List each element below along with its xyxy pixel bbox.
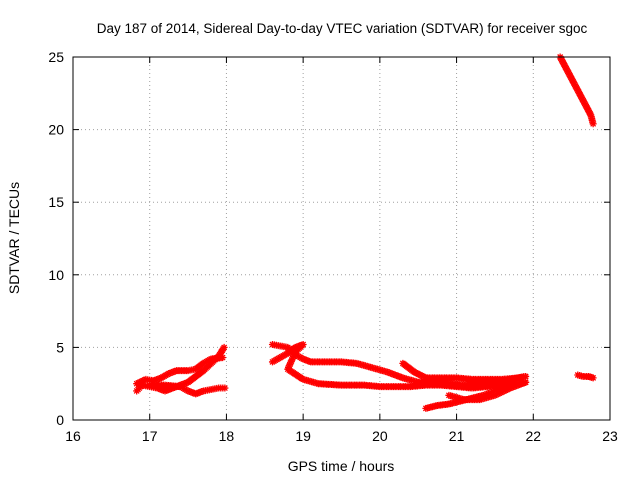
series-track [146,381,229,398]
y-tick-label: 5 [56,339,64,355]
y-axis-label: SDTVAR / TECUs [6,182,22,294]
grid [73,57,610,420]
series-track [268,340,530,392]
data-point [219,354,227,362]
y-tick-label: 15 [48,194,64,210]
plot-frame [72,56,611,421]
y-tick-label: 0 [56,412,64,428]
x-tick-label: 17 [142,428,158,444]
y-tick-label: 25 [48,49,64,65]
data-point [220,343,228,351]
x-tick-label: 23 [602,428,618,444]
y-tick-label: 20 [48,122,64,138]
data-point [589,374,597,382]
series-track [556,53,597,128]
series-track [399,359,530,383]
x-tick-label: 21 [449,428,465,444]
data-point [221,384,229,392]
series-track [133,354,227,388]
x-tick-label: 18 [219,428,235,444]
data-point [522,372,530,380]
x-tick-label: 16 [65,428,81,444]
chart-title: Day 187 of 2014, Sidereal Day-to-day VTE… [97,21,588,36]
series-track [445,378,530,404]
series-track [574,371,597,382]
x-tick-label: 19 [295,428,311,444]
x-tick-label: 22 [525,428,541,444]
x-tick-label: 20 [372,428,388,444]
y-tick-label: 10 [48,267,64,283]
data-point [589,120,597,128]
data-series [133,53,597,412]
x-axis-label: GPS time / hours [288,458,395,474]
axis-ticks: 16 17 18 19 20 21 22 23 0 5 10 15 20 25 [48,49,618,444]
data-point [522,378,530,386]
